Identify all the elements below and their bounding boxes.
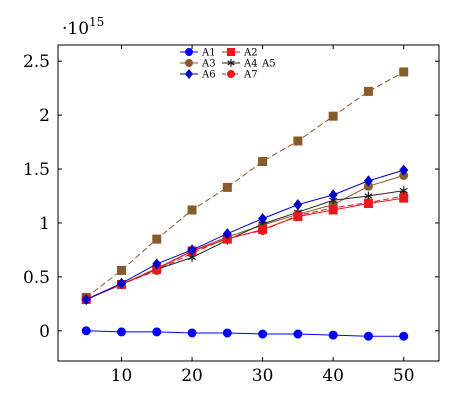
x-tick-label: 40 (322, 366, 344, 386)
data-point-a5 (328, 111, 338, 121)
x-tick-label: 50 (393, 366, 415, 386)
legend-marker (185, 48, 193, 56)
data-point-a6 (117, 277, 126, 289)
data-point-a4 (399, 186, 408, 195)
data-point-a2 (399, 193, 409, 203)
data-point-a1 (117, 327, 126, 337)
data-point-a6 (152, 258, 162, 270)
legend-item-a1: A1 (180, 48, 216, 59)
legend-item-a2: A2 (222, 48, 258, 59)
data-point-a5 (399, 67, 409, 77)
data-point-a1 (152, 327, 162, 337)
data-point-a4 (364, 191, 373, 201)
data-point-a5 (222, 182, 232, 192)
legend-label: A4 (243, 59, 258, 70)
legend-item-a7: A7 (222, 70, 258, 81)
data-point-a2 (363, 199, 373, 209)
data-point-a6 (363, 175, 373, 187)
data-point-a5 (152, 234, 162, 244)
data-point-a6 (81, 293, 91, 306)
legend-label: A6 (201, 70, 216, 81)
data-point-a1 (328, 330, 338, 340)
data-point-a6 (187, 244, 197, 256)
data-point-a6 (399, 164, 409, 176)
series-line-a2 (86, 197, 404, 300)
data-point-a1 (293, 329, 303, 339)
y-tick-label: 1.5 (23, 160, 50, 180)
axis-ticks: 10 20 30 40 50 0 0.5 1 1.5 2 2.5 (23, 45, 439, 386)
series-line-a1 (86, 330, 404, 337)
legend-item-a6: A6 (180, 68, 216, 81)
legend-marker (227, 59, 235, 67)
data-point-a5 (117, 265, 126, 275)
y-tick-label: 1 (39, 214, 50, 234)
legend-item-a3: A3 (180, 59, 216, 70)
data-point-a6 (328, 189, 338, 201)
data-point-a5 (258, 156, 268, 166)
data-point-a2 (293, 211, 303, 221)
data-point-a1 (399, 331, 409, 341)
data-point-a1 (187, 328, 197, 338)
data-point-a6 (222, 228, 232, 240)
data-point-a5 (293, 136, 303, 146)
y-multiplier-label: ·1015 (62, 15, 104, 39)
y-multiplier-base: ·10 (62, 19, 89, 39)
series-a1 (81, 326, 409, 341)
data-point-a2 (258, 224, 268, 234)
series-a6 (81, 164, 409, 306)
legend-label-a5: A5 (261, 59, 276, 70)
y-tick-label: 0.5 (23, 268, 50, 288)
legend-marker (184, 68, 194, 80)
data-point-a6 (293, 199, 303, 211)
series-line-a6 (85, 169, 404, 300)
series-line-a5 (85, 71, 404, 298)
y-multiplier-exponent: 15 (89, 15, 104, 29)
data-point-a5 (187, 205, 197, 215)
legend-marker (227, 70, 235, 78)
y-tick-label: 0 (39, 322, 50, 342)
series-line-a3 (86, 175, 404, 300)
y-tick-label: 2.5 (23, 52, 50, 72)
data-point-a6 (258, 213, 268, 225)
legend-label: A3 (201, 59, 216, 70)
legend-label: A7 (243, 70, 258, 81)
legend-item-a4: A4 (222, 59, 258, 70)
data-point-a5 (363, 86, 373, 96)
data-point-a2 (328, 205, 338, 215)
data-point-a1 (258, 329, 268, 339)
x-tick-label: 30 (252, 366, 274, 386)
y-tick-label: 2 (39, 106, 50, 126)
x-tick-label: 10 (111, 366, 133, 386)
data-point-a1 (363, 331, 373, 341)
legend-label: A1 (201, 48, 216, 59)
legend-label: A2 (243, 48, 258, 59)
data-point-a1 (81, 326, 91, 336)
legend-marker (185, 59, 193, 67)
plot-frame (57, 44, 440, 362)
data-point-a1 (222, 328, 232, 338)
plot-area (81, 67, 409, 341)
legend-marker (227, 48, 235, 56)
x-tick-label: 20 (181, 366, 203, 386)
